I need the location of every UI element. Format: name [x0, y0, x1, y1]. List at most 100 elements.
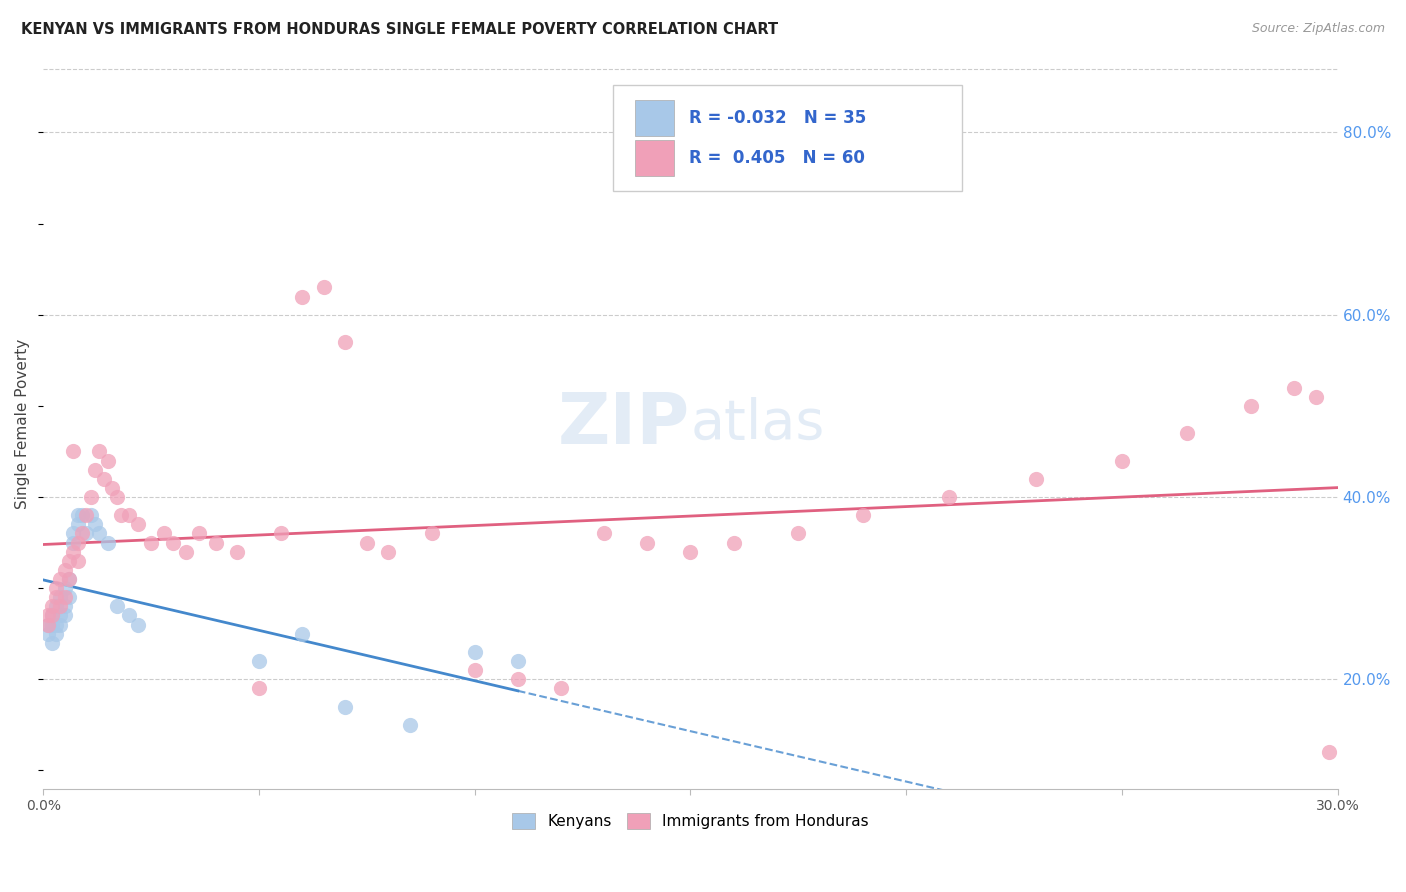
- Point: [377, 544, 399, 558]
- Point: [1240, 399, 1263, 413]
- Point: [679, 544, 702, 558]
- Point: [420, 526, 443, 541]
- Point: [37, 626, 59, 640]
- Point: [49, 599, 72, 614]
- Text: ZIP: ZIP: [558, 390, 690, 458]
- Point: [89, 526, 111, 541]
- Point: [45, 617, 67, 632]
- Point: [49, 608, 72, 623]
- Point: [66, 535, 89, 549]
- Point: [49, 590, 72, 604]
- Point: [41, 617, 63, 632]
- Point: [291, 626, 314, 640]
- Point: [70, 526, 93, 541]
- Point: [41, 608, 63, 623]
- Point: [53, 581, 76, 595]
- Point: [110, 508, 132, 523]
- Point: [1284, 381, 1306, 395]
- Point: [58, 572, 80, 586]
- Point: [270, 526, 292, 541]
- Point: [118, 608, 141, 623]
- Text: R = -0.032   N = 35: R = -0.032 N = 35: [689, 109, 866, 127]
- FancyBboxPatch shape: [613, 85, 962, 191]
- Text: R =  0.405   N = 60: R = 0.405 N = 60: [689, 149, 865, 167]
- Text: KENYAN VS IMMIGRANTS FROM HONDURAS SINGLE FEMALE POVERTY CORRELATION CHART: KENYAN VS IMMIGRANTS FROM HONDURAS SINGL…: [21, 22, 778, 37]
- Point: [187, 526, 209, 541]
- Point: [79, 508, 101, 523]
- Point: [464, 645, 486, 659]
- Point: [66, 508, 89, 523]
- Point: [335, 334, 357, 349]
- Point: [41, 599, 63, 614]
- Point: [53, 599, 76, 614]
- Point: [105, 599, 128, 614]
- Point: [550, 681, 572, 696]
- Point: [49, 572, 72, 586]
- Point: [41, 636, 63, 650]
- Point: [45, 626, 67, 640]
- Point: [79, 490, 101, 504]
- Point: [506, 654, 529, 668]
- Point: [62, 544, 84, 558]
- Text: Source: ZipAtlas.com: Source: ZipAtlas.com: [1251, 22, 1385, 36]
- Point: [118, 508, 141, 523]
- Point: [70, 508, 93, 523]
- Point: [58, 590, 80, 604]
- Point: [53, 563, 76, 577]
- Point: [226, 544, 249, 558]
- Point: [49, 617, 72, 632]
- Point: [1111, 453, 1133, 467]
- Point: [37, 617, 59, 632]
- Point: [139, 535, 162, 549]
- Point: [506, 672, 529, 686]
- Point: [247, 681, 270, 696]
- Point: [62, 535, 84, 549]
- Point: [852, 508, 875, 523]
- Legend: Kenyans, Immigrants from Honduras: Kenyans, Immigrants from Honduras: [506, 807, 875, 836]
- Point: [153, 526, 176, 541]
- Point: [1175, 426, 1198, 441]
- Point: [41, 608, 63, 623]
- Point: [174, 544, 197, 558]
- Point: [97, 453, 120, 467]
- Point: [58, 554, 80, 568]
- FancyBboxPatch shape: [634, 100, 673, 136]
- Point: [127, 517, 149, 532]
- Point: [105, 490, 128, 504]
- FancyBboxPatch shape: [634, 140, 673, 177]
- Point: [723, 535, 745, 549]
- Text: atlas: atlas: [690, 397, 825, 451]
- Point: [464, 663, 486, 677]
- Y-axis label: Single Female Poverty: Single Female Poverty: [15, 339, 30, 509]
- Point: [45, 590, 67, 604]
- Point: [127, 617, 149, 632]
- Point: [162, 535, 184, 549]
- Point: [399, 717, 422, 731]
- Point: [37, 608, 59, 623]
- Point: [97, 535, 120, 549]
- Point: [636, 535, 658, 549]
- Point: [93, 472, 115, 486]
- Point: [101, 481, 124, 495]
- Point: [75, 508, 97, 523]
- Point: [66, 517, 89, 532]
- Point: [45, 581, 67, 595]
- Point: [247, 654, 270, 668]
- Point: [53, 590, 76, 604]
- Point: [37, 617, 59, 632]
- Point: [75, 526, 97, 541]
- Point: [62, 444, 84, 458]
- Point: [291, 289, 314, 303]
- Point: [89, 444, 111, 458]
- Point: [787, 526, 810, 541]
- Point: [312, 280, 335, 294]
- Point: [1025, 472, 1047, 486]
- Point: [84, 517, 107, 532]
- Point: [62, 526, 84, 541]
- Point: [53, 608, 76, 623]
- Point: [356, 535, 378, 549]
- Point: [938, 490, 960, 504]
- Point: [66, 554, 89, 568]
- Point: [45, 599, 67, 614]
- Point: [1317, 745, 1340, 759]
